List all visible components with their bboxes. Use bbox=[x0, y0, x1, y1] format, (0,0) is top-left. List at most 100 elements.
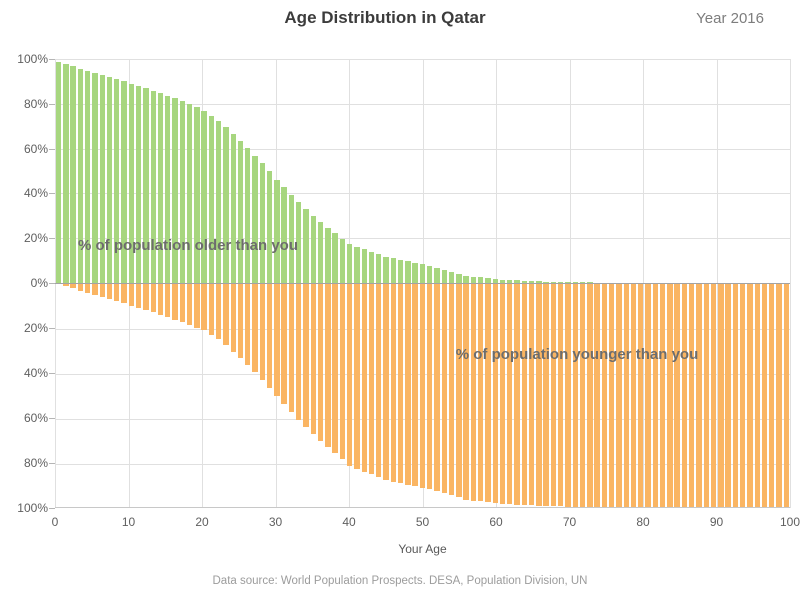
older-bar bbox=[237, 140, 244, 283]
younger-bar bbox=[419, 284, 426, 488]
older-bar bbox=[434, 268, 440, 283]
older-bar bbox=[85, 70, 91, 283]
older-annotation: % of population older than you bbox=[78, 237, 298, 254]
younger-bar bbox=[470, 284, 477, 501]
older-bar bbox=[485, 278, 491, 283]
younger-bar bbox=[201, 284, 207, 331]
older-bar bbox=[208, 115, 215, 283]
younger-annotation: % of population younger than you bbox=[455, 346, 699, 363]
older-bar bbox=[55, 61, 62, 283]
younger-bar bbox=[710, 284, 717, 508]
x-tick-label: 20 bbox=[195, 515, 209, 529]
older-bar bbox=[179, 100, 185, 283]
x-tick-label: 10 bbox=[121, 515, 136, 529]
older-bar bbox=[477, 277, 484, 283]
older-bar bbox=[339, 238, 346, 283]
younger-bar bbox=[485, 284, 491, 503]
older-bar bbox=[186, 103, 193, 283]
younger-bar bbox=[259, 284, 266, 380]
younger-bar bbox=[769, 284, 775, 508]
younger-bar bbox=[689, 284, 695, 508]
older-bar bbox=[215, 121, 222, 283]
younger-bar bbox=[587, 284, 593, 507]
younger-bar bbox=[558, 284, 564, 507]
younger-bar bbox=[536, 284, 542, 506]
older-bar bbox=[354, 246, 360, 283]
older-bar bbox=[325, 227, 331, 283]
younger-bar bbox=[332, 284, 338, 453]
y-tick-mark bbox=[49, 283, 55, 284]
older-bar bbox=[135, 86, 142, 283]
older-bar bbox=[172, 98, 178, 283]
horizontal-gridline bbox=[55, 148, 790, 150]
y-tick-label: 40% bbox=[23, 366, 48, 380]
y-tick-label: 100% bbox=[17, 501, 48, 515]
plot-area: % of population older than you % of popu… bbox=[55, 59, 791, 508]
older-bar bbox=[383, 256, 389, 283]
younger-bar bbox=[266, 284, 273, 388]
younger-bar bbox=[783, 284, 789, 508]
younger-bar bbox=[179, 284, 185, 323]
older-bar bbox=[70, 66, 76, 283]
zero-axis-line bbox=[55, 283, 790, 284]
younger-bar bbox=[237, 284, 244, 358]
younger-bar bbox=[681, 284, 688, 508]
younger-bar bbox=[383, 284, 389, 480]
younger-bar bbox=[463, 284, 469, 500]
older-bar bbox=[92, 72, 98, 283]
older-bar bbox=[288, 194, 295, 283]
younger-bar bbox=[114, 284, 120, 301]
younger-bar bbox=[325, 284, 331, 448]
older-bar bbox=[223, 127, 229, 283]
younger-bar bbox=[85, 284, 91, 293]
younger-bar bbox=[150, 284, 156, 313]
y-tick-mark bbox=[49, 59, 55, 60]
younger-bar bbox=[281, 284, 287, 405]
older-bar bbox=[456, 274, 462, 283]
younger-bar bbox=[543, 284, 549, 506]
older-bar bbox=[448, 272, 455, 283]
older-bar bbox=[441, 270, 447, 283]
vertical-gridline bbox=[790, 59, 791, 508]
older-bar bbox=[317, 221, 324, 283]
younger-bar bbox=[390, 284, 397, 482]
older-bar bbox=[150, 90, 156, 283]
horizontal-gridline bbox=[55, 59, 790, 60]
younger-bar bbox=[354, 284, 360, 469]
older-bar bbox=[259, 163, 266, 283]
older-bar bbox=[230, 134, 236, 283]
older-bar bbox=[521, 280, 528, 283]
younger-bar bbox=[77, 284, 84, 291]
older-bar bbox=[558, 281, 564, 283]
younger-bar bbox=[245, 284, 251, 365]
older-bar bbox=[194, 107, 200, 283]
x-tick-label: 30 bbox=[268, 515, 283, 529]
younger-bar bbox=[92, 284, 98, 295]
younger-bar bbox=[477, 284, 484, 502]
older-bar bbox=[405, 261, 411, 283]
older-bar bbox=[412, 262, 418, 283]
older-bar bbox=[565, 282, 571, 283]
horizontal-gridline bbox=[55, 238, 790, 240]
older-bar bbox=[114, 79, 120, 283]
younger-bar bbox=[274, 284, 280, 397]
younger-bar bbox=[652, 284, 658, 508]
year-label: Year 2016 bbox=[696, 10, 764, 27]
older-bar bbox=[376, 254, 382, 283]
younger-bar bbox=[601, 284, 608, 508]
older-bar bbox=[492, 278, 498, 283]
younger-bar bbox=[696, 284, 702, 508]
older-bar bbox=[245, 147, 251, 283]
older-bar bbox=[572, 282, 578, 283]
younger-bar bbox=[368, 284, 375, 475]
x-tick-label: 40 bbox=[342, 515, 356, 529]
younger-bar bbox=[165, 284, 171, 318]
older-bar bbox=[507, 279, 513, 283]
older-bar bbox=[587, 282, 593, 283]
younger-bar bbox=[594, 284, 600, 508]
older-bar bbox=[143, 88, 149, 283]
older-bar bbox=[303, 209, 309, 283]
younger-bar bbox=[215, 284, 222, 340]
older-bar bbox=[252, 155, 258, 283]
y-tick-label: 80% bbox=[23, 96, 48, 111]
